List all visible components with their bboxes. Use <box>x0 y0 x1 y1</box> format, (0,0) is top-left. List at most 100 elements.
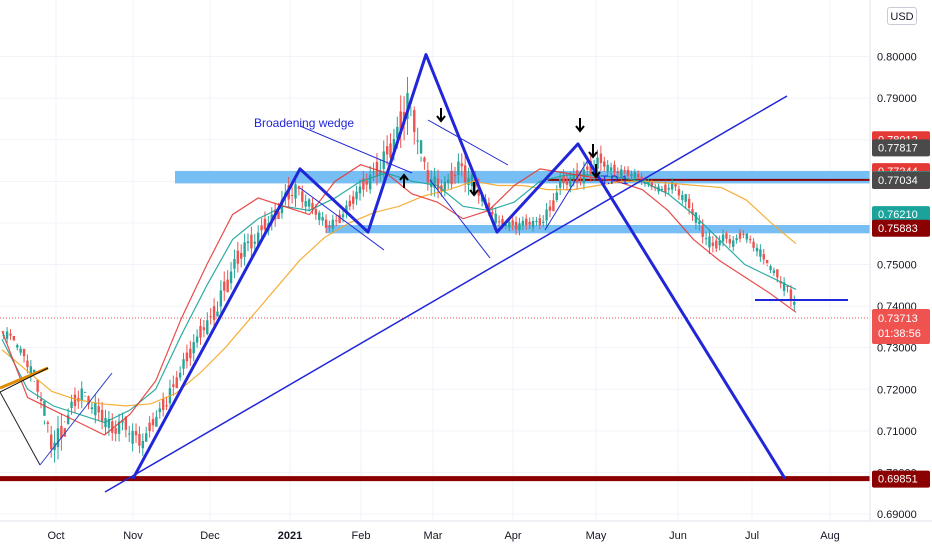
candle-body <box>80 388 83 401</box>
candle-body <box>762 254 765 260</box>
candle-body <box>328 225 331 228</box>
candle-body <box>745 233 748 240</box>
candle-body <box>640 176 643 182</box>
candle-body <box>321 217 324 221</box>
x-tick-label: Jun <box>669 530 687 542</box>
candle-body <box>389 143 392 158</box>
candle-body <box>542 221 545 224</box>
candle-body <box>50 434 53 450</box>
candle-body <box>732 240 735 247</box>
time-axis-background <box>0 521 932 550</box>
candle-body <box>256 232 260 245</box>
candle-body <box>243 242 246 257</box>
annotation-text: Broadening wedge <box>254 116 354 130</box>
candle-body <box>385 146 389 155</box>
candle-body <box>562 175 565 184</box>
candle-body <box>545 209 548 221</box>
candle-body <box>233 259 236 269</box>
candle-body <box>518 223 521 230</box>
pattern-zigzag <box>131 53 787 480</box>
price-label-tag <box>872 139 930 157</box>
candle-body <box>691 209 694 215</box>
x-tick-label: May <box>586 530 607 542</box>
candle-body <box>307 199 311 207</box>
candle-body <box>555 192 558 200</box>
candle-body <box>19 348 22 353</box>
currency-tag[interactable]: USD <box>887 7 917 25</box>
price-label-tag <box>872 219 930 237</box>
orange-segment <box>0 366 49 390</box>
candle-body <box>467 177 470 186</box>
last-price-tag <box>872 309 930 345</box>
candle-body <box>375 161 379 177</box>
upper-zone <box>175 170 870 184</box>
candle-body <box>565 179 569 185</box>
candle-body <box>229 271 233 284</box>
candle-body <box>9 333 12 336</box>
candle-body <box>514 221 518 230</box>
candle-body <box>161 399 165 411</box>
candle-body <box>793 301 796 305</box>
candle-body <box>277 211 280 220</box>
candle-body <box>497 221 501 223</box>
candle-body <box>463 165 467 183</box>
candle-body <box>212 306 216 320</box>
candle-body <box>525 218 528 226</box>
candle-body <box>531 220 535 228</box>
candles <box>2 77 796 463</box>
candle-body <box>501 218 504 226</box>
candle-body <box>131 430 134 444</box>
candle-body <box>776 269 779 278</box>
down-arrow-icon <box>588 151 598 159</box>
candle-body <box>670 182 674 190</box>
candle-body <box>765 259 769 264</box>
candle-body <box>772 270 776 273</box>
y-tick-label: 0.73000 <box>877 343 917 355</box>
candle-body <box>294 184 297 199</box>
candle-body <box>195 336 199 343</box>
x-tick-label: Feb <box>352 530 371 542</box>
candle-body <box>650 182 653 188</box>
candle-body <box>226 279 229 293</box>
candle-body <box>128 433 131 435</box>
candle-body <box>372 171 375 173</box>
candle-body <box>165 405 168 407</box>
candle-body <box>219 290 223 307</box>
candle-body <box>633 172 637 178</box>
lower-zone <box>326 224 870 234</box>
candle-body <box>236 250 240 264</box>
candle-body <box>43 400 46 416</box>
candle-body <box>355 191 358 200</box>
time-axis[interactable]: Oct Nov Dec 2021 Feb Mar Apr May Jun Jul Aug <box>0 520 932 550</box>
y-tick-label: 0.79000 <box>877 93 917 105</box>
candle-body <box>29 366 33 376</box>
x-tick-label: Oct <box>47 530 64 542</box>
candle-body <box>175 377 178 389</box>
y-tick-label: 0.75000 <box>877 260 917 272</box>
candle-body <box>538 218 542 226</box>
price-axis[interactable]: 0.800000.790000.780000.770000.760000.750… <box>869 0 932 550</box>
candle-body <box>209 316 212 318</box>
candle-body <box>107 418 111 428</box>
candle-body <box>413 110 416 132</box>
candle-body <box>548 206 552 211</box>
candle-body <box>253 241 256 244</box>
candle-body <box>111 421 114 433</box>
candle-body <box>46 422 50 424</box>
candle-body <box>26 360 29 368</box>
moving-averages <box>1 164 797 436</box>
candle-body <box>419 140 423 154</box>
candle-body <box>97 406 100 413</box>
candle-body <box>630 174 633 177</box>
candle-body <box>311 202 314 210</box>
candle-body <box>728 239 732 244</box>
moving-average-green <box>1 172 797 424</box>
candle-body <box>721 234 725 242</box>
candle-body <box>416 140 419 142</box>
candle-body <box>735 238 738 241</box>
candle-body <box>83 391 87 393</box>
candle-body <box>351 196 355 204</box>
candle-body <box>450 170 453 185</box>
